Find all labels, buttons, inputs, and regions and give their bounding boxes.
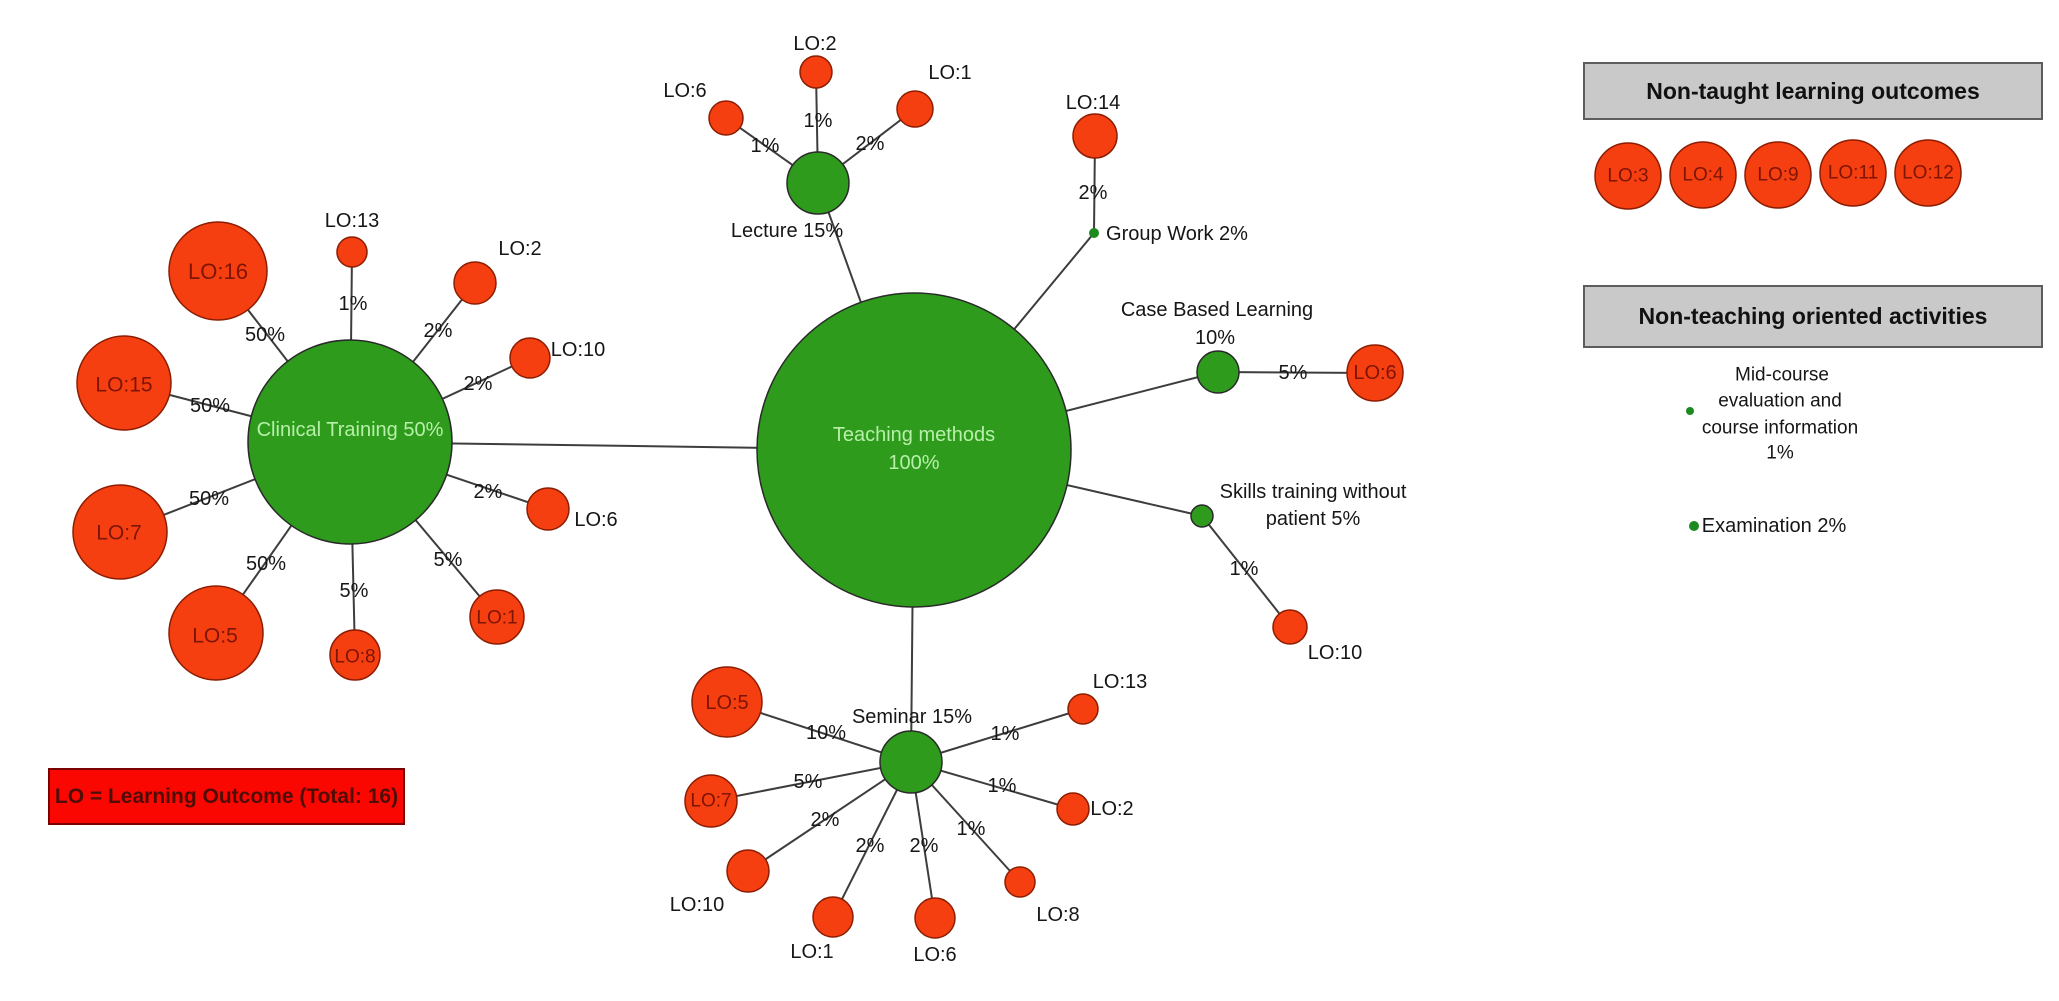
- hub-clinical-training: [247, 339, 453, 545]
- lo-13-seminar: [1067, 693, 1099, 725]
- lo-3-legend: [1594, 142, 1662, 210]
- edge-seminar-lo10: [747, 761, 912, 872]
- non-taught-outcomes-title: Non-taught learning outcomes: [1646, 77, 1980, 104]
- lo-2-seminar: [1056, 792, 1090, 826]
- hub-seminar: [879, 730, 943, 794]
- lo-1-seminar: [812, 896, 854, 938]
- edge-skills-lo10: [1201, 515, 1291, 628]
- lo-7-seminar: [684, 774, 738, 828]
- lo-15-clinical: [76, 335, 172, 431]
- lo-4-legend: [1669, 141, 1737, 209]
- dot-group-work: [1089, 228, 1099, 238]
- lo-12-legend: [1894, 139, 1962, 207]
- non-teaching-activities-header: Non-teaching oriented activities: [1583, 285, 2043, 348]
- hub-skills-training: [1190, 504, 1214, 528]
- lo-8-clinical: [329, 629, 381, 681]
- hub-teaching-methods: [756, 292, 1072, 608]
- lo-6-cbl: [1346, 344, 1404, 402]
- lo-14-groupwork: [1072, 113, 1118, 159]
- hub-case-based-learning: [1196, 350, 1240, 394]
- lo-10-skills: [1272, 609, 1308, 645]
- lo-2-clinical: [453, 261, 497, 305]
- lo-16-clinical: [168, 221, 268, 321]
- lo-9-legend: [1744, 141, 1812, 209]
- hub-lecture: [786, 151, 850, 215]
- dot-mid-course: [1686, 407, 1694, 415]
- dot-examination: [1689, 521, 1699, 531]
- lo-6-clinical: [526, 487, 570, 531]
- lo-2-lecture: [799, 55, 833, 89]
- lo-10-clinical: [509, 337, 551, 379]
- lo-1-clinical: [469, 589, 525, 645]
- lo-10-seminar: [726, 849, 770, 893]
- lo-11-legend: [1819, 139, 1887, 207]
- edge-seminar-lo7: [710, 761, 912, 802]
- lo-6-seminar: [914, 897, 956, 939]
- lo-6-lecture: [708, 100, 744, 136]
- non-teaching-activities-title: Non-teaching oriented activities: [1638, 303, 1988, 329]
- lo-1-lecture: [896, 90, 934, 128]
- non-taught-outcomes-header: Non-taught learning outcomes: [1583, 62, 2043, 120]
- lo-7-clinical: [72, 484, 168, 580]
- lo-8-seminar: [1004, 866, 1036, 898]
- lo-13-clinical: [336, 236, 368, 268]
- lo-definition-note: LO = Learning Outcome (Total: 16): [48, 768, 405, 825]
- lo-definition-text: LO = Learning Outcome (Total: 16): [54, 784, 399, 808]
- lo-5-seminar: [691, 666, 763, 738]
- lo-5-clinical: [168, 585, 264, 681]
